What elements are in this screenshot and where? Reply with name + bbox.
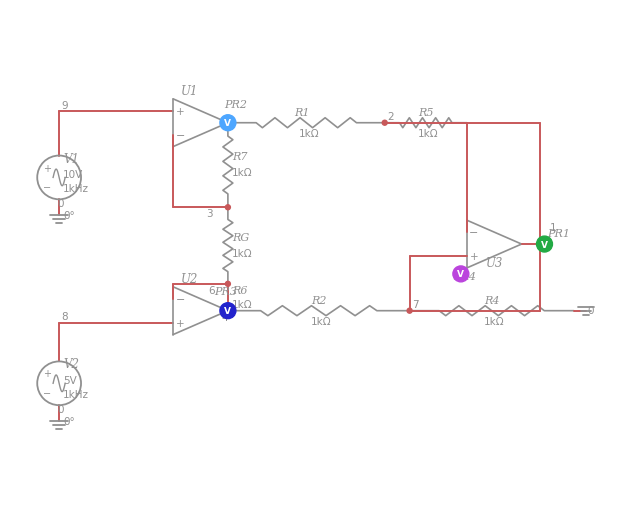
- Text: 2: 2: [387, 111, 394, 122]
- Text: 1kΩ: 1kΩ: [418, 128, 439, 138]
- Text: U2: U2: [180, 272, 198, 286]
- Text: R5: R5: [418, 107, 434, 118]
- Text: V1: V1: [63, 152, 79, 165]
- Text: R1: R1: [294, 107, 310, 118]
- Text: 4: 4: [222, 312, 229, 322]
- Text: 0°: 0°: [63, 416, 75, 426]
- Text: PR1: PR1: [548, 229, 570, 239]
- Circle shape: [220, 303, 236, 319]
- Circle shape: [225, 282, 230, 287]
- Text: −: −: [43, 388, 51, 399]
- Text: RG: RG: [232, 232, 249, 242]
- Text: 8: 8: [61, 311, 68, 321]
- Text: V: V: [458, 270, 465, 279]
- Text: −: −: [469, 228, 479, 238]
- Text: 0: 0: [57, 199, 64, 209]
- Text: +: +: [176, 106, 184, 117]
- Text: PR4: PR4: [453, 271, 476, 281]
- Text: 3: 3: [206, 209, 213, 219]
- Text: +: +: [176, 318, 184, 328]
- Text: 5V: 5V: [63, 376, 77, 386]
- Text: 10V: 10V: [63, 170, 84, 180]
- Circle shape: [537, 237, 553, 252]
- Text: R6: R6: [232, 285, 248, 295]
- Text: +: +: [43, 369, 51, 379]
- Text: V2: V2: [63, 358, 79, 371]
- Text: U1: U1: [180, 85, 198, 98]
- Text: 1kΩ: 1kΩ: [311, 316, 332, 326]
- Text: R4: R4: [484, 295, 499, 305]
- Text: 1: 1: [549, 223, 556, 233]
- Text: +: +: [470, 251, 478, 262]
- Text: 0: 0: [588, 305, 594, 315]
- Text: +: +: [43, 163, 51, 173]
- Text: R2: R2: [311, 295, 326, 305]
- Text: PR3: PR3: [214, 286, 237, 296]
- Text: 7: 7: [413, 299, 419, 309]
- Text: V: V: [224, 119, 232, 128]
- Text: 0°: 0°: [63, 211, 75, 221]
- Circle shape: [225, 205, 230, 210]
- Text: 1kHz: 1kHz: [63, 184, 89, 194]
- Text: 1kΩ: 1kΩ: [484, 316, 505, 326]
- Circle shape: [407, 308, 412, 314]
- Text: 6: 6: [208, 285, 215, 295]
- Text: U3: U3: [486, 257, 504, 269]
- Text: PR2: PR2: [224, 100, 247, 109]
- Text: −: −: [175, 130, 185, 140]
- Text: 1kΩ: 1kΩ: [232, 167, 253, 178]
- Text: V: V: [541, 240, 548, 249]
- Text: 1kΩ: 1kΩ: [232, 299, 253, 309]
- Circle shape: [382, 121, 387, 126]
- Text: V: V: [224, 306, 232, 316]
- Text: −: −: [43, 183, 51, 193]
- Text: 1kΩ: 1kΩ: [232, 248, 253, 258]
- Text: 1kΩ: 1kΩ: [298, 128, 319, 138]
- Circle shape: [453, 266, 469, 282]
- Circle shape: [225, 308, 230, 314]
- Circle shape: [220, 116, 236, 131]
- Text: −: −: [175, 294, 185, 304]
- Text: 1kHz: 1kHz: [63, 389, 89, 400]
- Text: R7: R7: [232, 152, 248, 162]
- Text: 0: 0: [57, 404, 64, 414]
- Text: 9: 9: [61, 101, 68, 110]
